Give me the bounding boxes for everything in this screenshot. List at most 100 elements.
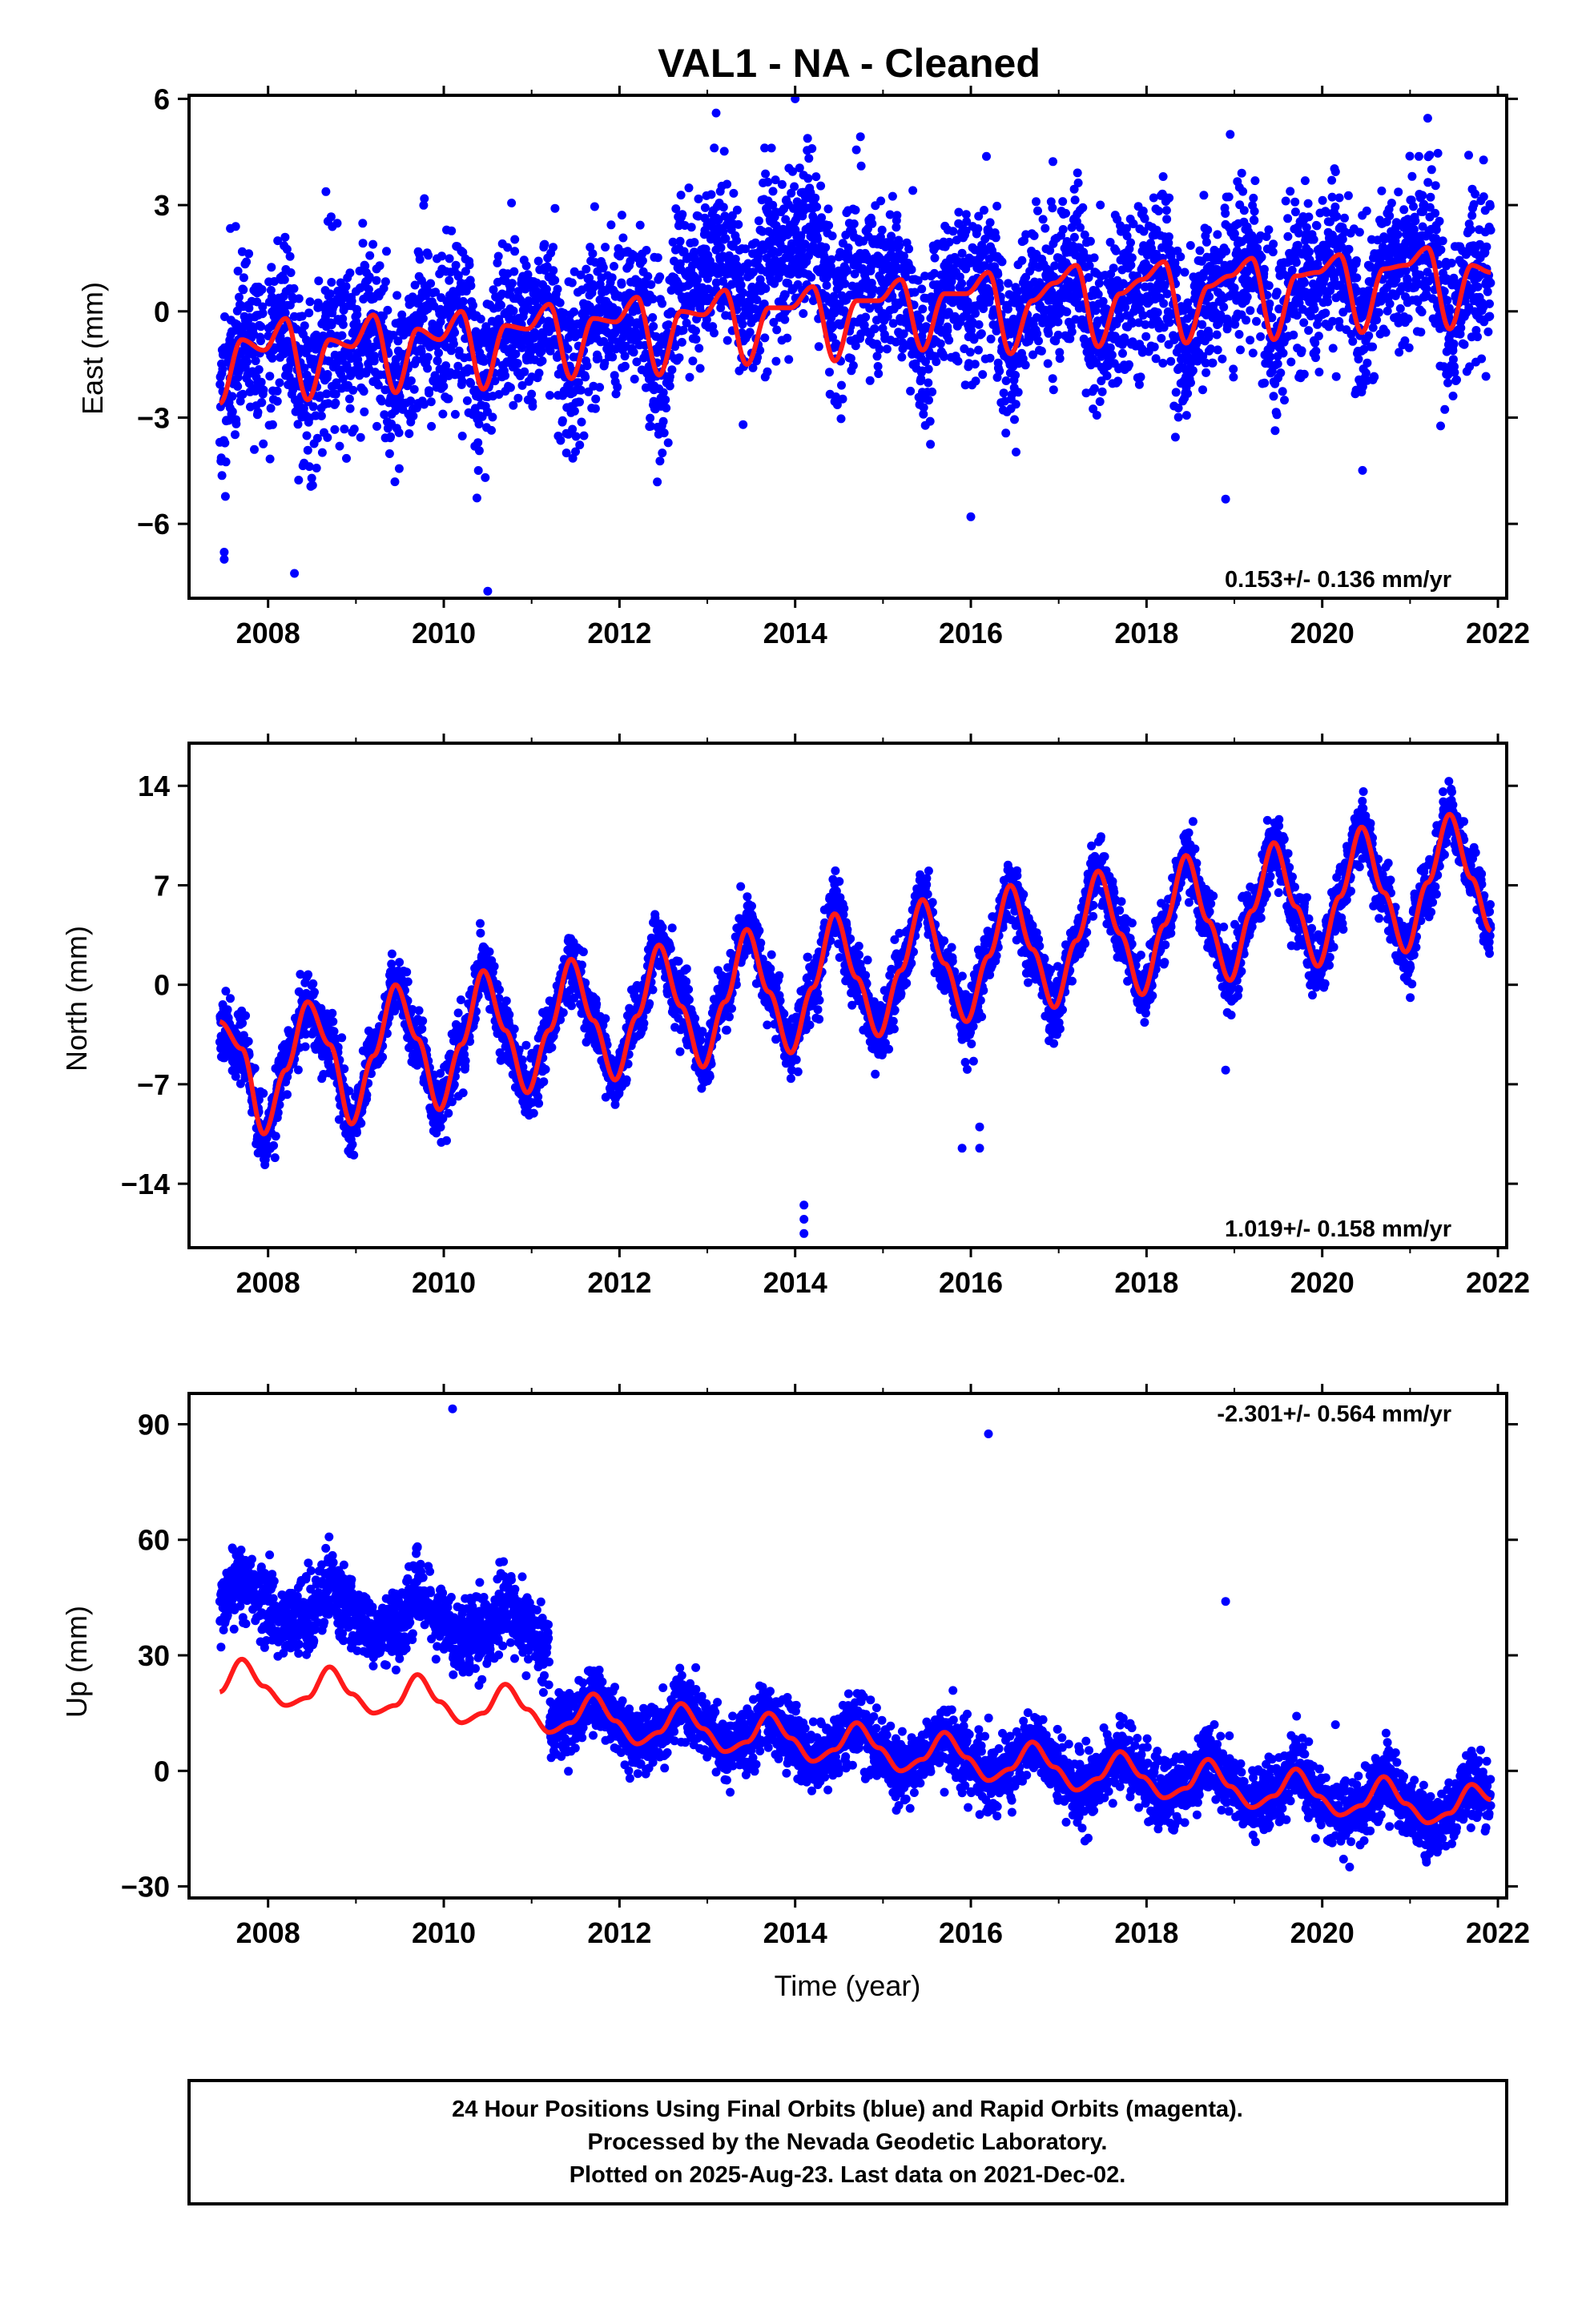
- east-point: [256, 377, 266, 387]
- east-point: [1029, 231, 1039, 240]
- east-point: [861, 312, 871, 322]
- east-point: [555, 298, 565, 308]
- north-y-tick-label: 7: [154, 869, 170, 902]
- east-point: [710, 328, 719, 338]
- east-point: [221, 457, 231, 467]
- east-point: [1204, 332, 1214, 342]
- east-point: [1010, 415, 1019, 424]
- east-point: [924, 364, 933, 374]
- east-point: [265, 372, 275, 381]
- east-point: [540, 239, 549, 249]
- east-point: [1443, 296, 1452, 305]
- east-outlier-point: [966, 512, 976, 521]
- east-point: [993, 270, 1003, 279]
- east-point: [1246, 306, 1255, 316]
- east-point: [1126, 260, 1136, 270]
- east-point: [1352, 273, 1362, 283]
- east-point: [1405, 151, 1415, 161]
- east-y-tick-label: 0: [154, 296, 170, 328]
- east-point: [1058, 197, 1068, 207]
- east-point: [1089, 253, 1099, 263]
- east-point: [694, 194, 703, 203]
- east-point: [335, 441, 344, 451]
- east-point: [1362, 206, 1371, 215]
- east-point: [1257, 252, 1266, 262]
- east-point: [1185, 241, 1195, 250]
- east-point: [1058, 225, 1068, 234]
- east-point: [286, 268, 296, 277]
- east-point: [513, 393, 523, 403]
- east-point: [876, 196, 886, 206]
- east-point: [321, 187, 331, 196]
- east-point: [1188, 366, 1198, 376]
- east-point: [384, 449, 394, 458]
- east-point: [655, 272, 665, 282]
- east-point: [1033, 206, 1042, 215]
- east-point: [473, 466, 483, 475]
- east-point: [312, 433, 322, 443]
- east-point: [1394, 187, 1403, 197]
- east-point: [1076, 223, 1085, 232]
- east-point: [1479, 155, 1488, 165]
- east-point: [608, 352, 618, 362]
- east-point: [337, 331, 347, 340]
- east-point: [447, 226, 457, 235]
- east-x-tick-label: 2020: [1290, 617, 1355, 649]
- east-point: [1485, 299, 1494, 308]
- east-point: [497, 300, 505, 310]
- east-point: [659, 428, 669, 438]
- east-point: [1443, 378, 1452, 388]
- east-point: [1092, 411, 1101, 420]
- east-point: [550, 275, 560, 285]
- east-point: [1166, 356, 1176, 366]
- east-point: [1127, 253, 1137, 263]
- east-point: [974, 345, 983, 355]
- east-point: [556, 436, 566, 445]
- east-point: [352, 310, 362, 320]
- east-point: [231, 222, 240, 231]
- east-point: [1264, 281, 1274, 291]
- east-point: [1310, 304, 1319, 314]
- east-point: [390, 477, 400, 487]
- east-point: [256, 322, 266, 332]
- east-point: [405, 429, 414, 438]
- east-point: [1328, 344, 1338, 353]
- north-y-tick-label: 14: [138, 770, 170, 802]
- east-point: [918, 304, 928, 314]
- east-point: [1109, 263, 1118, 273]
- east-point: [1304, 326, 1314, 336]
- east-point: [297, 312, 307, 321]
- east-y-tick-label: 3: [154, 189, 170, 222]
- east-point: [1038, 215, 1048, 224]
- east-point: [1270, 426, 1280, 436]
- east-point: [606, 220, 616, 230]
- east-point: [527, 389, 537, 399]
- east-point: [424, 251, 433, 260]
- east-point: [803, 174, 813, 183]
- east-point: [358, 239, 368, 248]
- east-point: [469, 300, 477, 310]
- east-point: [444, 394, 453, 404]
- east-point: [423, 364, 433, 373]
- east-point: [520, 367, 529, 376]
- east-point: [423, 352, 433, 362]
- east-point: [473, 438, 483, 448]
- east-point: [1218, 354, 1227, 364]
- east-point: [739, 420, 748, 429]
- east-point: [233, 382, 243, 391]
- east-point: [1111, 246, 1121, 255]
- east-point: [1153, 308, 1162, 317]
- east-point: [507, 279, 517, 288]
- east-point: [1358, 465, 1367, 475]
- east-point: [1407, 171, 1417, 181]
- east-data-points: [215, 94, 1495, 596]
- east-point: [243, 357, 252, 367]
- north-x-tick-label: 2020: [1290, 1266, 1355, 1299]
- east-x-tick-label: 2018: [1114, 617, 1178, 649]
- east-point: [300, 364, 309, 372]
- east-point: [908, 186, 918, 195]
- east-point: [327, 278, 336, 287]
- east-point: [811, 193, 820, 203]
- east-point: [620, 361, 630, 371]
- east-point: [653, 477, 662, 487]
